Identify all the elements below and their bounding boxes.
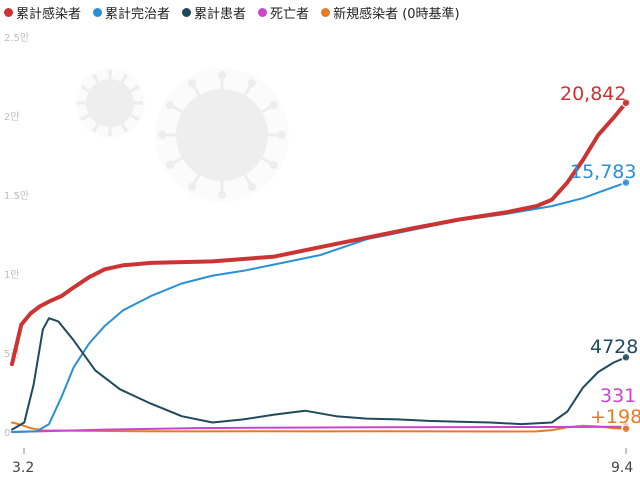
y-tick-label: 1.5만 bbox=[4, 190, 29, 202]
legend-swatch bbox=[93, 7, 103, 17]
legend-item: 累計感染者 bbox=[4, 3, 81, 22]
legend-label: 死亡者 bbox=[270, 6, 310, 22]
legend-label: 累計患者 bbox=[194, 6, 247, 22]
legend-label: 新規感染者 (0時基準) bbox=[333, 6, 460, 22]
series-line bbox=[11, 425, 627, 433]
legend-swatch bbox=[321, 7, 331, 17]
y-tick-label: 2만 bbox=[4, 111, 20, 123]
legend-swatch bbox=[258, 7, 268, 17]
legend: 累計感染者 累計完治者 累計患者 死亡者 新規感染者 (0時基準) bbox=[4, 2, 460, 22]
end-markers bbox=[621, 97, 631, 434]
y-tick-label: 0 bbox=[4, 428, 10, 439]
legend-item: 新規感染者 (0時基準) bbox=[321, 3, 460, 22]
x-tick-label: 3.2 bbox=[12, 460, 34, 476]
series-lines bbox=[10, 100, 628, 433]
y-tick-label: 1만 bbox=[4, 269, 20, 281]
x-tick-label: 9.4 bbox=[611, 460, 633, 476]
series-end-label: 15,783 bbox=[570, 161, 636, 183]
legend-item: 累計完治者 bbox=[93, 3, 170, 22]
legend-item: 累計患者 bbox=[182, 3, 246, 22]
series-end-marker bbox=[621, 352, 631, 363]
legend-label: 累計感染者 bbox=[16, 6, 82, 22]
x-axis: 3.2 9.4 bbox=[12, 448, 633, 476]
series-end-marker bbox=[621, 97, 631, 108]
legend-swatch bbox=[182, 7, 192, 17]
series-line bbox=[10, 100, 628, 367]
virus-watermark-icon bbox=[75, 68, 289, 202]
legend-label: 累計完治者 bbox=[105, 6, 171, 22]
end-labels: 20,842 15,783 4728 331+198 bbox=[560, 83, 640, 428]
series-end-label: 4728 bbox=[590, 336, 638, 358]
series-line bbox=[11, 317, 627, 431]
legend-item: 死亡者 bbox=[258, 3, 309, 22]
series-end-marker bbox=[621, 177, 631, 188]
series-end-label: 331 bbox=[600, 385, 636, 407]
y-tick-label: 2.5만 bbox=[4, 32, 29, 44]
series-end-marker bbox=[621, 424, 631, 434]
series-line bbox=[11, 181, 627, 433]
legend-swatch bbox=[4, 7, 13, 17]
series-end-label: 20,842 bbox=[560, 83, 626, 105]
series-end-label: +198 bbox=[590, 406, 640, 428]
